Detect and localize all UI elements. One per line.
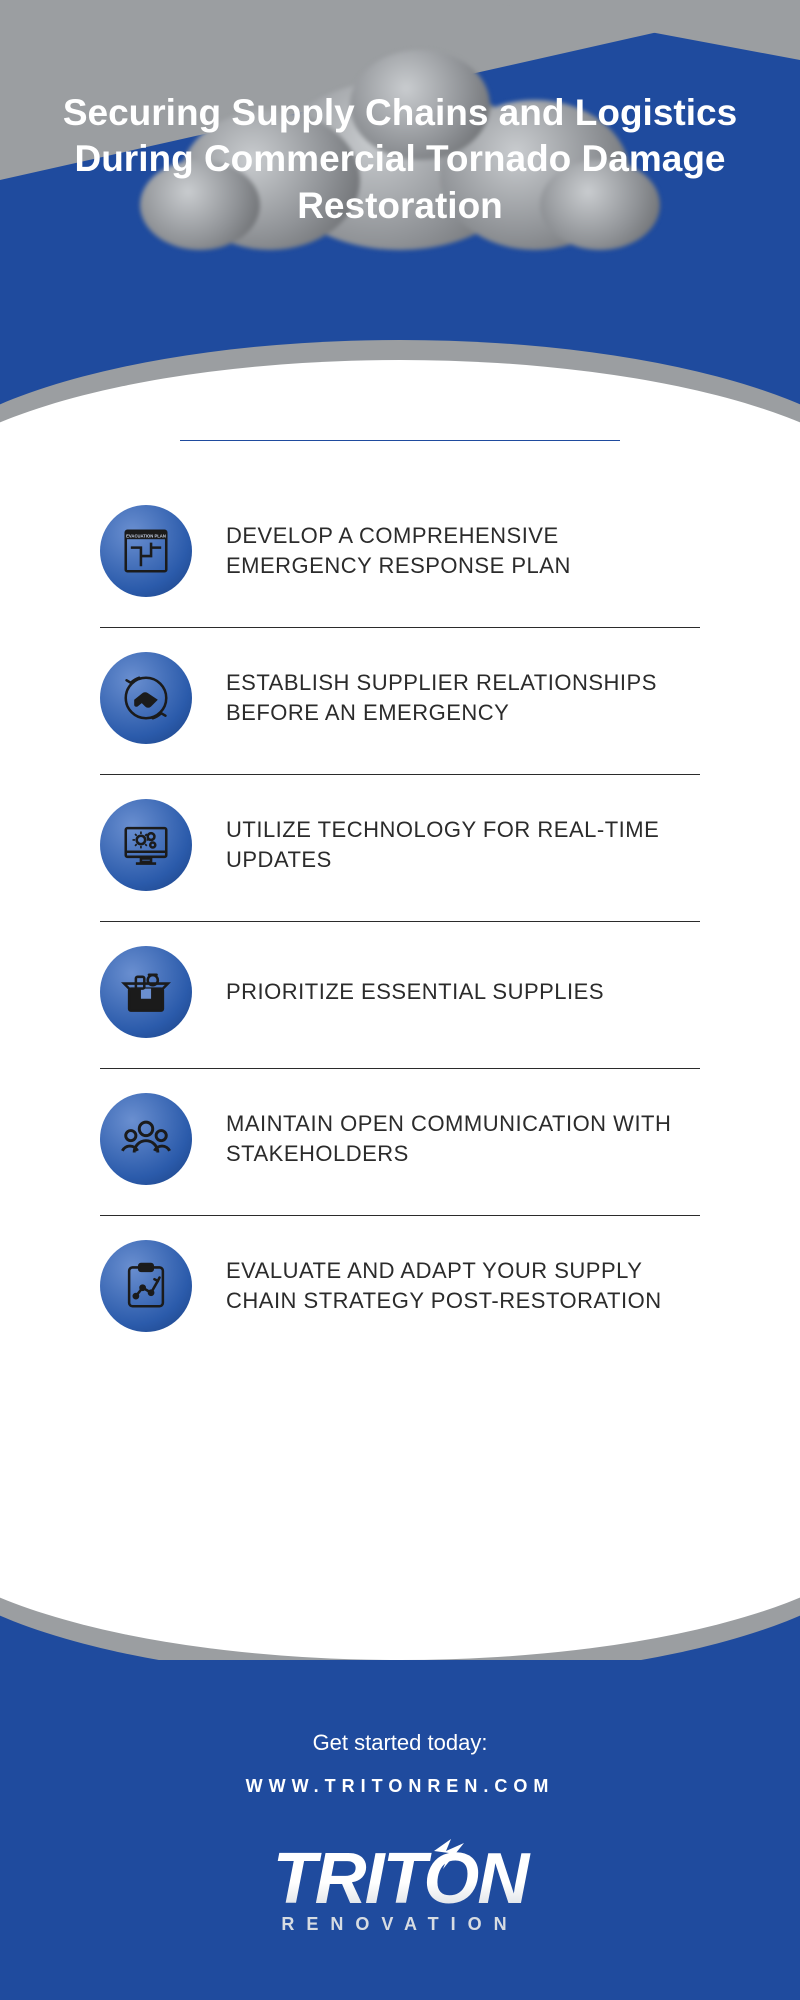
- website-url[interactable]: WWW.TRITONREN.COM: [0, 1776, 800, 1797]
- list-item-label: EVALUATE AND ADAPT YOUR SUPPLY CHAIN STR…: [226, 1256, 700, 1315]
- tips-list: EVACUATION PLAN DEVELOP A COMPREHENSIVE …: [100, 440, 700, 1362]
- list-item: PRIORITIZE ESSENTIAL SUPPLIES: [100, 922, 700, 1069]
- list-item: MAINTAIN OPEN COMMUNICATION WITH STAKEHO…: [100, 1069, 700, 1216]
- list-item: UTILIZE TECHNOLOGY FOR REAL-TIME UPDATES: [100, 775, 700, 922]
- list-item-label: PRIORITIZE ESSENTIAL SUPPLIES: [226, 977, 604, 1007]
- evacuation-plan-icon: EVACUATION PLAN: [100, 505, 192, 597]
- list-item-label: UTILIZE TECHNOLOGY FOR REAL-TIME UPDATES: [226, 815, 700, 874]
- list-item-label: MAINTAIN OPEN COMMUNICATION WITH STAKEHO…: [226, 1109, 700, 1168]
- list-item: ESTABLISH SUPPLIER RELATIONSHIPS BEFORE …: [100, 628, 700, 775]
- triton-logo: TRITON RENOVATION: [170, 1847, 630, 1935]
- stakeholders-icon: [100, 1093, 192, 1185]
- list-item-label: DEVELOP A COMPREHENSIVE EMERGENCY RESPON…: [226, 521, 700, 580]
- list-item: EVACUATION PLAN DEVELOP A COMPREHENSIVE …: [100, 481, 700, 628]
- logo-main-text: TRITON: [273, 1839, 528, 1919]
- lightning-icon: [428, 1839, 470, 1869]
- cta-text: Get started today:: [0, 1730, 800, 1756]
- svg-text:EVACUATION PLAN: EVACUATION PLAN: [126, 534, 166, 539]
- list-item: EVALUATE AND ADAPT YOUR SUPPLY CHAIN STR…: [100, 1216, 700, 1362]
- list-item-label: ESTABLISH SUPPLIER RELATIONSHIPS BEFORE …: [226, 668, 700, 727]
- content-card: EVACUATION PLAN DEVELOP A COMPREHENSIVE …: [0, 360, 800, 1660]
- page-title: Securing Supply Chains and Logistics Dur…: [60, 90, 740, 229]
- strategy-clipboard-icon: [100, 1240, 192, 1332]
- monitor-gears-icon: [100, 799, 192, 891]
- decorative-top-rule: [180, 440, 620, 441]
- hero: Securing Supply Chains and Logistics Dur…: [0, 0, 800, 360]
- footer: Get started today: WWW.TRITONREN.COM TRI…: [0, 1660, 800, 2000]
- handshake-icon: [100, 652, 192, 744]
- logo-wordmark: TRITON: [170, 1847, 630, 1912]
- supplies-box-icon: [100, 946, 192, 1038]
